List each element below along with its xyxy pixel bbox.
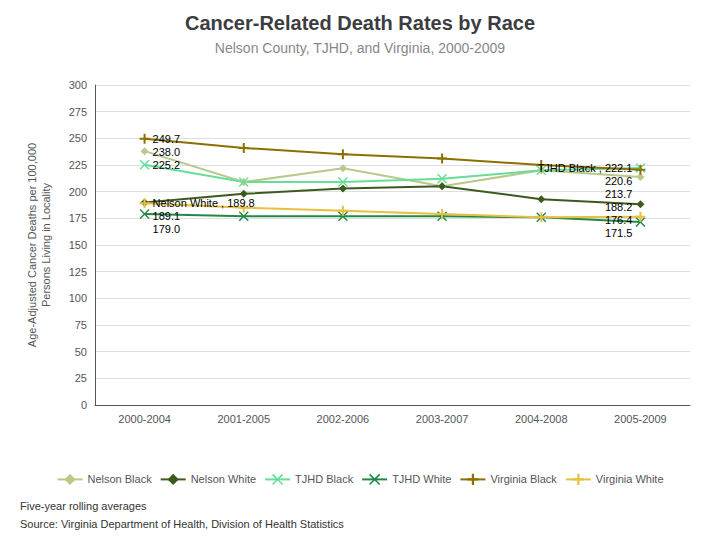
svg-text:Virginia White: Virginia White: [596, 473, 664, 485]
svg-text:50: 50: [75, 346, 87, 358]
svg-text:Nelson White , 189.8: Nelson White , 189.8: [153, 197, 255, 209]
svg-text:2005-2009: 2005-2009: [614, 413, 667, 425]
svg-text:TJHD Black , 222.1: TJHD Black , 222.1: [538, 162, 633, 174]
svg-text:100: 100: [69, 292, 87, 304]
svg-text:2000-2004: 2000-2004: [118, 413, 171, 425]
svg-text:171.5: 171.5: [605, 227, 633, 239]
svg-text:2003-2007: 2003-2007: [416, 413, 469, 425]
svg-text:189.1: 189.1: [153, 210, 181, 222]
svg-text:Age-Adjusted Cancer Deaths per: Age-Adjusted Cancer Deaths per 100,000: [26, 143, 38, 347]
svg-text:Nelson Black: Nelson Black: [87, 473, 152, 485]
svg-text:188.2: 188.2: [605, 201, 633, 213]
svg-text:75: 75: [75, 319, 87, 331]
svg-text:213.7: 213.7: [605, 188, 633, 200]
svg-text:125: 125: [69, 266, 87, 278]
svg-text:Nelson County, TJHD, and Virgi: Nelson County, TJHD, and Virginia, 2000-…: [215, 40, 505, 56]
svg-text:2004-2008: 2004-2008: [515, 413, 568, 425]
svg-text:220.6: 220.6: [605, 175, 633, 187]
svg-text:2002-2006: 2002-2006: [317, 413, 370, 425]
svg-text:Five-year rolling averages: Five-year rolling averages: [20, 500, 147, 512]
svg-text:Nelson White: Nelson White: [191, 473, 256, 485]
svg-text:200: 200: [69, 186, 87, 198]
svg-text:Persons Living in Locality: Persons Living in Locality: [40, 182, 52, 307]
svg-text:TJHD White: TJHD White: [392, 473, 451, 485]
svg-text:225: 225: [69, 159, 87, 171]
svg-text:179.0: 179.0: [153, 223, 181, 235]
svg-text:TJHD Black: TJHD Black: [295, 473, 354, 485]
svg-text:0: 0: [81, 399, 87, 411]
svg-text:Source: Virginia Department of: Source: Virginia Department of Health, D…: [20, 518, 344, 530]
svg-text:300: 300: [69, 79, 87, 91]
svg-text:238.0: 238.0: [153, 146, 181, 158]
svg-text:2001-2005: 2001-2005: [217, 413, 270, 425]
svg-text:250: 250: [69, 132, 87, 144]
svg-text:Cancer-Related Death Rates by: Cancer-Related Death Rates by Race: [185, 12, 535, 34]
svg-text:275: 275: [69, 106, 87, 118]
svg-text:175: 175: [69, 212, 87, 224]
svg-text:249.7: 249.7: [153, 133, 181, 145]
svg-text:176.4: 176.4: [605, 214, 633, 226]
svg-text:Virginia Black: Virginia Black: [490, 473, 557, 485]
svg-text:150: 150: [69, 239, 87, 251]
svg-text:25: 25: [75, 372, 87, 384]
svg-text:225.2: 225.2: [153, 159, 181, 171]
